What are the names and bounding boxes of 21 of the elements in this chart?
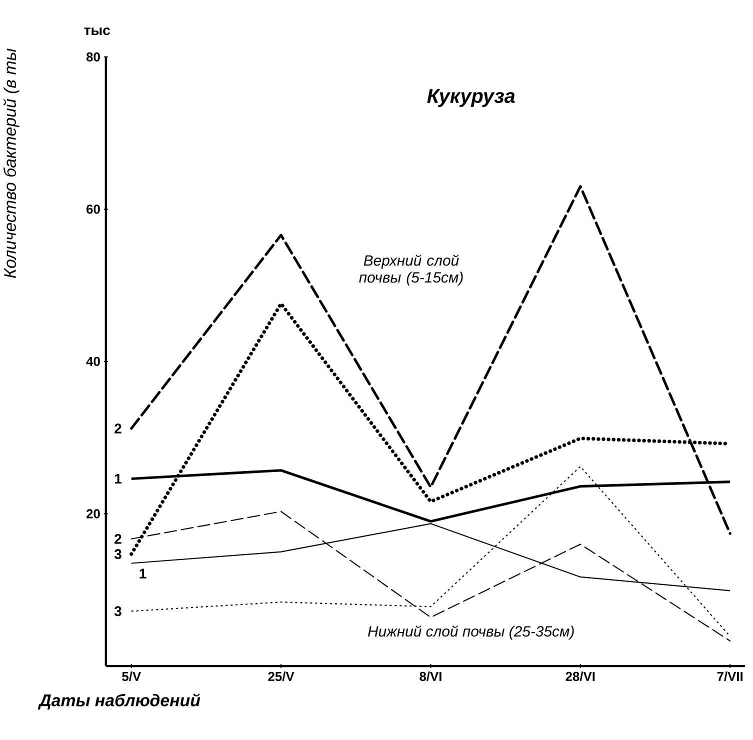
series-label: 2 [114,534,122,544]
text: тыс [84,28,110,36]
series-label: 3 [114,606,122,616]
y-tick-label: 20 [86,509,100,518]
series-label: 1 [140,568,146,578]
x-axis-title: Даты наблюдений [38,694,200,710]
text: Кукуруза [427,89,515,107]
y-tick-label: 40 [86,356,100,366]
y-tick-label: 80 [86,52,100,62]
x-tick-label: 8/VI [420,672,442,682]
x-tick-label: 25/V [268,672,294,682]
y-tick-label: 60 [86,204,100,214]
series-label: 2 [114,424,122,434]
series-label: 1 [114,474,122,484]
y-axis-title: Количество бактерий (в ты [3,48,20,278]
annotation: Верхний слой почвы (5-15см) [359,254,463,286]
x-tick-label: 28/VI [566,672,595,682]
x-tick-label: 5/V [122,672,141,682]
x-tick-label: 7/VII [717,672,742,682]
annotation: Нижний слой почвы (25-35см) [368,626,574,640]
series-label: 3 [114,549,122,560]
